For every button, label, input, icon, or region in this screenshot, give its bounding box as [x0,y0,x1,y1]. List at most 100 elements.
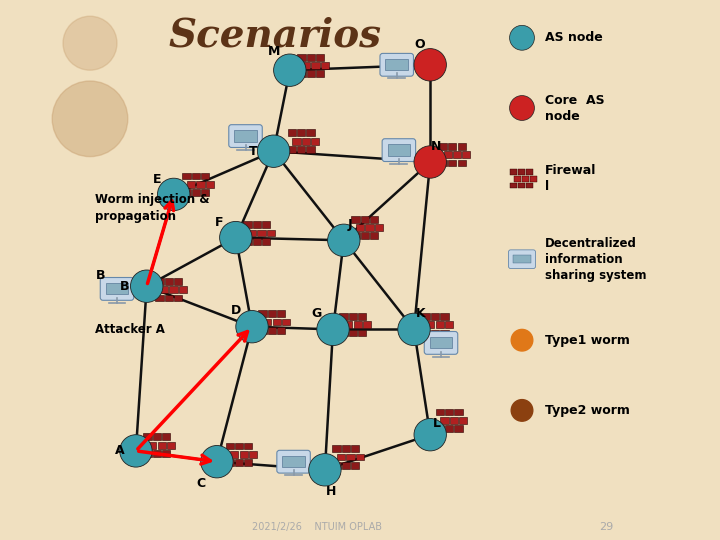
Bar [510,170,517,175]
Bar [182,173,191,179]
Bar [249,451,257,458]
Text: K: K [415,307,426,320]
Bar [297,54,305,60]
Bar [234,130,257,141]
Circle shape [258,135,289,167]
FancyBboxPatch shape [276,450,310,473]
Circle shape [120,435,152,467]
Bar [302,138,310,145]
Bar [258,310,266,317]
Bar [426,321,434,328]
Circle shape [397,313,431,346]
Circle shape [309,454,341,486]
Bar [348,329,357,336]
Bar [262,221,270,228]
Text: D: D [230,304,241,317]
Bar [169,286,178,293]
Bar [359,313,366,320]
FancyBboxPatch shape [382,139,415,161]
Bar [445,425,453,432]
Bar [454,425,462,432]
Bar [307,130,315,136]
Bar [162,450,171,457]
Bar [458,143,466,150]
Bar [201,173,210,179]
Circle shape [63,16,117,70]
Bar [174,278,182,285]
Bar [162,434,171,440]
Bar [387,144,410,156]
Bar [513,255,531,264]
Circle shape [510,96,534,120]
Bar [462,151,470,158]
Circle shape [236,310,268,343]
Bar [225,459,234,466]
Bar [530,176,536,181]
Circle shape [274,54,306,86]
Bar [440,329,449,336]
Bar [440,313,449,320]
Bar [248,230,256,237]
Bar [153,450,161,457]
Bar [342,462,350,469]
Bar [243,238,251,245]
Bar [356,454,364,461]
Bar [333,446,341,452]
Text: Worm injection &
propagation: Worm injection & propagation [95,193,210,223]
Text: B: B [120,280,130,293]
FancyBboxPatch shape [508,250,536,268]
Circle shape [328,224,360,256]
Bar [436,321,444,328]
Text: Attacker A: Attacker A [95,323,166,336]
Bar [436,425,444,432]
Bar [526,170,533,175]
Bar [340,329,348,336]
Bar [445,321,453,328]
Bar [510,183,517,188]
Bar [342,446,350,452]
Text: AS node: AS node [545,31,603,44]
Circle shape [414,49,446,81]
Bar [449,417,458,424]
Bar [361,216,369,222]
Text: N: N [431,140,441,153]
Bar [454,409,462,415]
Bar [344,321,352,328]
Bar [244,443,253,449]
Circle shape [510,25,534,50]
Bar [179,286,187,293]
Bar [351,462,359,469]
FancyBboxPatch shape [100,278,134,300]
Circle shape [414,146,446,178]
Text: M: M [267,45,280,58]
Bar [272,319,281,326]
Bar [292,138,300,145]
Bar [230,451,238,458]
Text: L: L [433,417,441,430]
Bar [235,443,243,449]
Bar [277,327,285,334]
Bar [321,62,329,69]
Bar [182,189,191,196]
Bar [201,189,210,196]
Bar [351,446,359,452]
Bar [282,319,290,326]
Bar [206,181,214,188]
Bar [243,221,251,228]
Bar [439,159,447,166]
Text: E: E [153,173,162,186]
Bar [351,232,359,239]
Bar [160,286,168,293]
Text: T: T [249,145,257,158]
Bar [431,313,439,320]
Bar [156,278,163,285]
Text: Scenarios: Scenarios [168,16,382,54]
Circle shape [158,178,190,211]
Bar [282,456,305,467]
Bar [526,183,533,188]
Bar [244,459,253,466]
Text: J: J [348,218,353,231]
Bar [143,450,152,457]
Text: G: G [312,307,322,320]
Text: Firewal
l: Firewal l [545,164,597,193]
